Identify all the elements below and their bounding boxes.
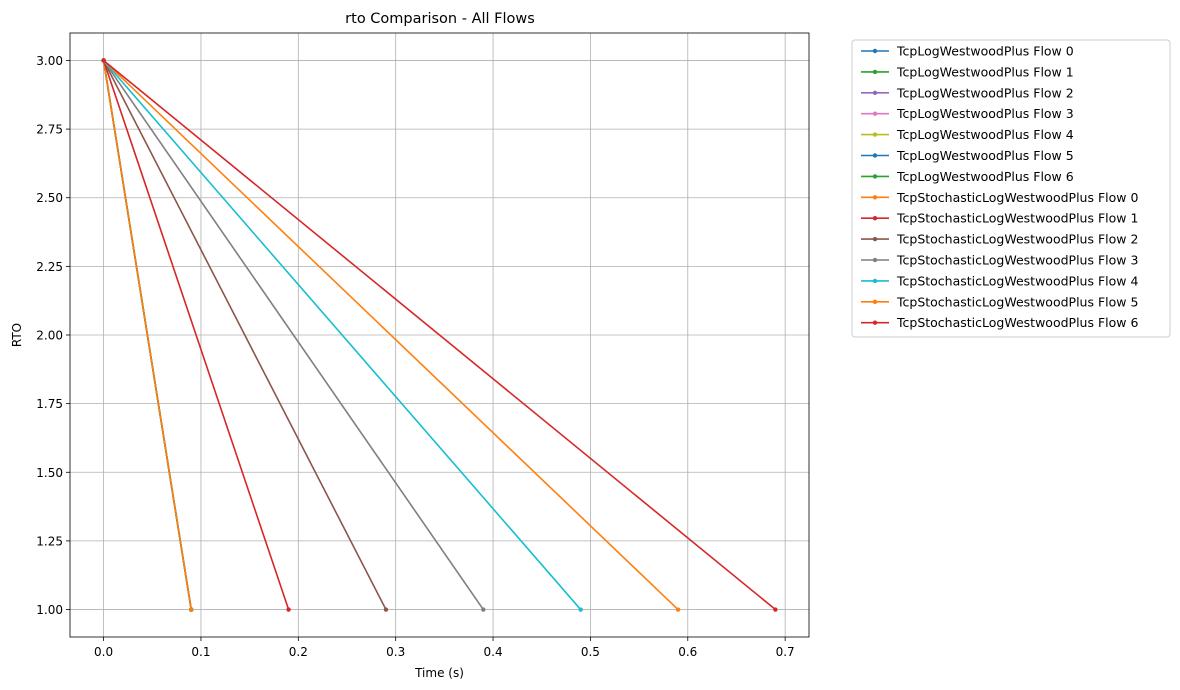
- x-tick-label: 0.5: [581, 645, 600, 659]
- x-axis-label: Time (s): [414, 666, 464, 680]
- legend-label: TcpStochasticLogWestwoodPlus Flow 6: [896, 315, 1138, 330]
- x-tick-label: 0.3: [386, 645, 405, 659]
- legend-item: TcpStochasticLogWestwoodPlus Flow 1: [861, 211, 1138, 226]
- data-point: [578, 607, 583, 612]
- legend-item: TcpStochasticLogWestwoodPlus Flow 5: [861, 294, 1138, 309]
- series-line: [102, 60, 387, 610]
- legend-label: TcpLogWestwoodPlus Flow 0: [896, 44, 1074, 59]
- legend-label: TcpStochasticLogWestwoodPlus Flow 0: [896, 190, 1138, 205]
- legend-marker: [872, 111, 878, 116]
- legend-item: TcpLogWestwoodPlus Flow 5: [861, 148, 1074, 163]
- data-point: [101, 58, 106, 63]
- y-tick-label: 1.75: [36, 397, 63, 411]
- series-13: [101, 58, 778, 612]
- y-tick-label: 2.75: [36, 123, 63, 137]
- y-axis: 1.00 1.25 1.50 1.75 2.00 2.25 2.50 2.75 3.00: [36, 54, 70, 617]
- series-line: [103, 59, 679, 611]
- x-tick-label: 0.4: [484, 645, 503, 659]
- data-point: [481, 607, 486, 612]
- series-line: [102, 59, 484, 611]
- legend-marker: [872, 257, 878, 263]
- legend-marker: [872, 320, 878, 325]
- legend-item: TcpLogWestwoodPlus Flow 4: [861, 127, 1074, 142]
- legend-label: TcpStochasticLogWestwoodPlus Flow 4: [896, 273, 1138, 288]
- legend-marker: [872, 174, 878, 179]
- legend-item: TcpLogWestwoodPlus Flow 6: [861, 169, 1074, 184]
- y-tick-label: 1.50: [36, 466, 63, 480]
- series-line: [102, 60, 290, 610]
- legend-item: TcpLogWestwoodPlus Flow 0: [861, 44, 1074, 59]
- series-line: [102, 59, 582, 611]
- series-layer: [101, 58, 778, 612]
- legend-label: TcpLogWestwoodPlus Flow 6: [896, 169, 1074, 184]
- x-tick-label: 0.7: [776, 645, 795, 659]
- legend-marker: [872, 195, 878, 200]
- legend-label: TcpStochasticLogWestwoodPlus Flow 2: [896, 232, 1138, 247]
- x-axis: 0.0 0.1 0.2 0.3 0.4 0.5 0.6 0.7: [94, 637, 795, 659]
- series-line: [102, 60, 193, 610]
- legend-item: TcpStochasticLogWestwoodPlus Flow 0: [861, 190, 1138, 205]
- data-point: [773, 607, 778, 612]
- data-point: [286, 607, 291, 612]
- legend-item: TcpLogWestwoodPlus Flow 3: [861, 106, 1074, 121]
- legend-item: TcpStochasticLogWestwoodPlus Flow 3: [861, 253, 1138, 268]
- legend-item: TcpStochasticLogWestwoodPlus Flow 4: [861, 273, 1138, 288]
- legend-marker: [872, 48, 878, 54]
- legend-item: TcpLogWestwoodPlus Flow 2: [861, 85, 1074, 100]
- legend-marker: [872, 69, 878, 75]
- legend-label: TcpLogWestwoodPlus Flow 2: [896, 85, 1074, 100]
- legend-label: TcpLogWestwoodPlus Flow 1: [896, 64, 1074, 79]
- data-point: [189, 607, 194, 612]
- legend-label: TcpStochasticLogWestwoodPlus Flow 1: [896, 211, 1138, 226]
- x-tick-label: 0.2: [289, 645, 308, 659]
- y-tick-label: 3.00: [36, 54, 63, 68]
- legend-frame: [851, 39, 1171, 338]
- legend-label: TcpLogWestwoodPlus Flow 3: [896, 106, 1074, 121]
- legend-marker: [872, 278, 878, 284]
- grid: [70, 33, 809, 637]
- x-tick-label: 0.0: [94, 645, 113, 659]
- legend-marker: [872, 299, 878, 304]
- legend-item: TcpStochasticLogWestwoodPlus Flow 6: [861, 315, 1138, 330]
- series-line: [103, 59, 776, 611]
- chart-title: rto Comparison - All Flows: [345, 11, 535, 27]
- legend-label: TcpLogWestwoodPlus Flow 4: [896, 127, 1074, 142]
- y-tick-label: 2.25: [36, 260, 63, 274]
- legend-label: TcpLogWestwoodPlus Flow 5: [896, 148, 1074, 163]
- data-point: [675, 607, 681, 612]
- legend-item: TcpStochasticLogWestwoodPlus Flow 2: [861, 232, 1138, 247]
- legend-marker: [872, 216, 878, 221]
- legend-label: TcpStochasticLogWestwoodPlus Flow 5: [896, 294, 1138, 309]
- y-tick-label: 1.00: [36, 603, 63, 617]
- y-tick-label: 2.50: [36, 191, 63, 205]
- data-point: [383, 607, 389, 612]
- legend-marker: [872, 90, 878, 96]
- legend-items: TcpLogWestwoodPlus Flow 0 TcpLogWestwoodP…: [861, 44, 1138, 330]
- legend-marker: [872, 236, 878, 242]
- legend: TcpLogWestwoodPlus Flow 0 TcpLogWestwoodP…: [851, 39, 1171, 338]
- x-tick-label: 0.6: [678, 645, 697, 659]
- legend-label: TcpStochasticLogWestwoodPlus Flow 3: [896, 253, 1138, 268]
- legend-item: TcpLogWestwoodPlus Flow 1: [861, 64, 1074, 79]
- legend-marker: [872, 132, 878, 137]
- plot-area: [69, 32, 810, 638]
- y-tick-label: 2.00: [36, 329, 63, 343]
- legend-marker: [872, 153, 878, 158]
- y-axis-label: RTO: [10, 323, 24, 347]
- y-tick-label: 1.25: [36, 534, 63, 548]
- x-tick-label: 0.1: [191, 645, 210, 659]
